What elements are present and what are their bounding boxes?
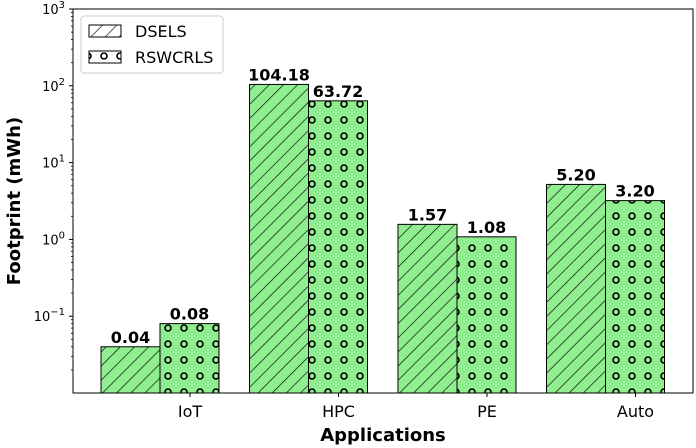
- y-tick-label: 101: [42, 154, 65, 172]
- data-label-rswcrls-pe: 1.08: [467, 218, 506, 237]
- y-tick-exponent: 2: [59, 77, 65, 88]
- y-tick-exponent: 3: [59, 0, 65, 11]
- x-axis-title: Applications: [320, 425, 446, 446]
- y-tick-label: 103: [42, 0, 65, 18]
- bar-pattern-dsels-auto: [546, 183, 606, 394]
- legend-swatch-dsels-pattern: [88, 24, 122, 38]
- y-axis-title: Footprint (mWh): [4, 117, 25, 285]
- y-tick-base: 10: [42, 80, 59, 95]
- x-tick-label-auto: Auto: [617, 402, 654, 421]
- y-tick-label: 10−1: [34, 307, 65, 325]
- bar-pattern-rswcrls-hpc: [308, 100, 368, 394]
- y-tick-base: 10: [34, 310, 51, 325]
- plot-frame: [72, 8, 694, 394]
- bar-pattern-rswcrls-iot: [159, 323, 220, 394]
- y-tick-base: 10: [42, 3, 59, 18]
- data-label-dsels-hpc: 104.18: [248, 65, 310, 84]
- y-tick-label: 102: [42, 77, 65, 95]
- x-tick-label-iot: IoT: [178, 402, 203, 421]
- bar-pattern-dsels-pe: [397, 223, 458, 394]
- bar-pattern-rswcrls-pe: [456, 236, 517, 394]
- y-tick-base: 10: [42, 157, 59, 172]
- y-tick-exponent: −1: [50, 307, 65, 318]
- bar-pattern-dsels-hpc: [249, 83, 309, 394]
- y-tick-exponent: 0: [59, 230, 65, 241]
- data-label-rswcrls-hpc: 63.72: [313, 82, 364, 101]
- legend-swatch-rswcrls-pattern: [88, 50, 122, 64]
- bar-pattern-dsels-iot: [100, 346, 161, 394]
- y-tick-exponent: 1: [59, 154, 65, 165]
- legend-label-rswcrls: RSWCRLS: [135, 48, 213, 67]
- data-label-dsels-auto: 5.20: [556, 165, 595, 184]
- x-tick-label-pe: PE: [477, 402, 497, 421]
- legend: DSELS RSWCRLS: [80, 15, 224, 74]
- data-label-rswcrls-iot: 0.08: [170, 305, 209, 324]
- bars-group: [100, 83, 665, 394]
- bar-pattern-rswcrls-auto: [605, 200, 665, 394]
- x-axis-ticks: IoT HPC PE Auto: [178, 393, 654, 421]
- y-tick-base: 10: [42, 233, 59, 248]
- x-tick-label-hpc: HPC: [322, 402, 355, 421]
- y-tick-label: 100: [42, 230, 65, 248]
- legend-label-dsels: DSELS: [135, 22, 187, 41]
- data-label-rswcrls-auto: 3.20: [615, 182, 654, 201]
- data-label-dsels-pe: 1.57: [408, 205, 447, 224]
- data-label-dsels-iot: 0.04: [111, 328, 150, 347]
